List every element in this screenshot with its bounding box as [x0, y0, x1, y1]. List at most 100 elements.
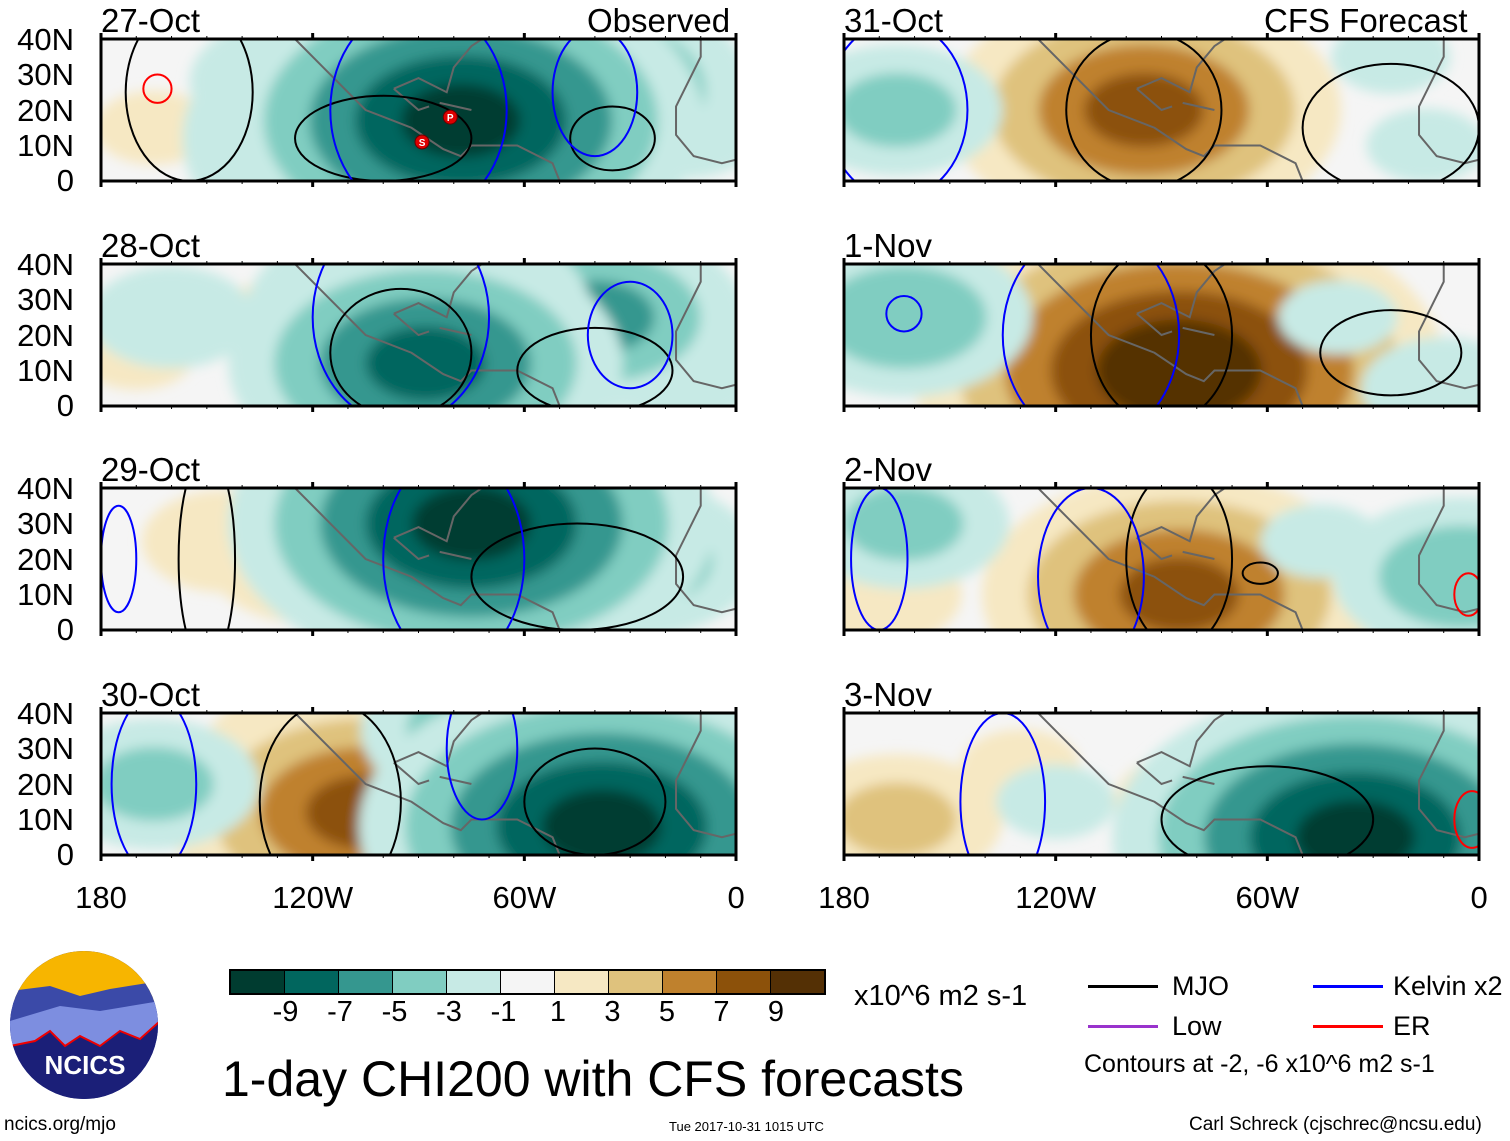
mjo-contour: [329, 287, 473, 406]
mjo-contour: [124, 39, 254, 181]
legend-label-low: Low: [1172, 1011, 1222, 1041]
lat-label: 10N: [17, 801, 74, 837]
colorbar-tick-label: 1: [549, 996, 567, 1028]
footer-url[interactable]: ncics.org/mjo: [4, 1114, 116, 1135]
kelvin-contour: [586, 280, 674, 390]
colorbar-swatch: [447, 971, 501, 993]
er-contour: [142, 73, 173, 104]
panel-date: 31-Oct: [844, 2, 944, 39]
anomaly-region: [996, 764, 1116, 839]
lat-label: 10N: [17, 576, 74, 612]
mjo-contour: [523, 747, 667, 855]
lat-label: 0: [56, 388, 74, 424]
mjo-contour: [470, 522, 685, 630]
colorbar-tick-label: -5: [381, 996, 408, 1028]
kelvin-contour: [850, 488, 909, 630]
lat-label: 20N: [17, 766, 74, 802]
anomaly-region: [844, 782, 957, 855]
kelvin-contour: [1001, 264, 1181, 406]
map-panel-27-Oct: SP: [99, 33, 738, 187]
legend-line-low: [1088, 1025, 1158, 1028]
lat-label: 10N: [17, 352, 74, 388]
colorbar-units: x10^6 m2 s-1: [854, 980, 1028, 1012]
coastline: [1037, 488, 1479, 630]
mjo-contour: [516, 326, 674, 406]
kelvin-contour: [110, 713, 198, 855]
legend-line-kelvin: [1313, 985, 1383, 988]
lat-label: 10N: [17, 127, 74, 163]
mjo-contour: [1319, 309, 1463, 397]
legend-label-kelvin: Kelvin x2: [1393, 971, 1503, 1001]
coastline: [294, 39, 736, 181]
kelvin-contour: [844, 39, 969, 181]
colorbar-tick-label: 7: [713, 996, 730, 1028]
map-panel-2-Nov: [842, 482, 1481, 636]
panel-date: 2-Nov: [844, 451, 933, 488]
lon-label: 60W: [1235, 880, 1300, 915]
svg-text:S: S: [419, 138, 426, 149]
lon-label: 60W: [492, 880, 557, 915]
colorbar-swatch: [501, 971, 555, 993]
lat-label: 20N: [17, 317, 74, 353]
anomaly-region: [101, 747, 214, 821]
anomaly-region: [844, 266, 987, 369]
anomaly-region: [1331, 39, 1451, 94]
anomaly-region: [542, 789, 662, 855]
footer-timestamp: Tue 2017-10-31 1015 UTC: [669, 1119, 824, 1134]
mjo-contour: [177, 488, 237, 630]
kelvin-contour: [329, 39, 508, 181]
mjo-contour: [1160, 765, 1375, 855]
colorbar-swatch: [663, 971, 717, 993]
colorbar-swatch: [285, 971, 339, 993]
lon-label: 0: [727, 880, 745, 915]
lat-label: 40N: [17, 696, 74, 731]
panel-date: 3-Nov: [844, 676, 933, 713]
storm-icon: P: [442, 109, 458, 125]
mjo-contour: [1125, 488, 1234, 630]
er-contour: [1453, 790, 1479, 849]
colorbar-swatch: [609, 971, 663, 993]
colorbar-tick-label: -9: [272, 996, 299, 1028]
lon-label: 180: [818, 880, 870, 915]
legend-line-mjo: [1088, 985, 1158, 988]
figure-title: 1-day CHI200 with CFS forecasts: [222, 1051, 964, 1107]
lon-label: 120W: [1015, 880, 1097, 915]
lon-label: 120W: [272, 880, 354, 915]
mjo-contour: [569, 105, 656, 172]
contours-note: Contours at -2, -6 x10^6 m2 s-1: [1084, 1050, 1435, 1078]
map-panel-1-Nov: [842, 258, 1481, 412]
lat-label: 20N: [17, 92, 74, 128]
colorbar-swatch: [393, 971, 447, 993]
anomaly-region: [1278, 280, 1398, 355]
anomaly-region: [1378, 525, 1479, 628]
anomaly-region: [1295, 800, 1416, 855]
mjo-contour: [258, 713, 402, 855]
colorbar-tick-label: -1: [490, 996, 517, 1028]
anomaly-region: [1084, 73, 1204, 147]
lat-label: 40N: [17, 247, 74, 282]
panel-header-observed: Observed: [587, 2, 731, 39]
er-contour: [1453, 572, 1479, 617]
panel-date: 28-Oct: [101, 227, 201, 264]
colorbar-swatch: [555, 971, 609, 993]
anomaly-region: [844, 73, 957, 147]
lat-label: 40N: [17, 22, 74, 57]
colorbar-tick-label: -7: [327, 996, 353, 1028]
colorbar: [229, 969, 826, 995]
lon-label: 180: [75, 880, 127, 915]
lat-label: 0: [56, 837, 74, 873]
legend-label-er: ER: [1393, 1011, 1431, 1041]
kelvin-contour: [885, 294, 923, 333]
lat-label: 0: [56, 612, 74, 648]
ncics-logo: NCICS: [10, 951, 158, 1099]
svg-text:P: P: [447, 113, 454, 124]
legend-line-er: [1313, 1025, 1383, 1028]
kelvin-contour: [1037, 488, 1145, 630]
coastline: [294, 713, 736, 855]
kelvin-contour: [959, 713, 1047, 855]
lat-label: 30N: [17, 57, 74, 93]
mjo-contour: [1241, 561, 1279, 585]
map-panel-3-Nov: [842, 707, 1481, 861]
coastline: [1037, 39, 1479, 181]
footer-author: Carl Schreck (cjschrec@ncsu.edu): [1189, 1114, 1482, 1135]
